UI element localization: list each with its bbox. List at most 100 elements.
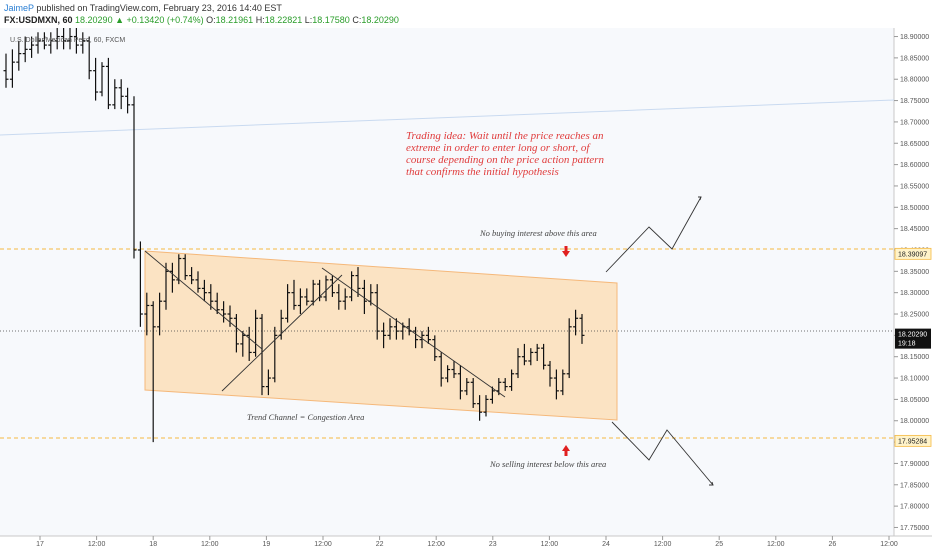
y-tick-label: 18.25000 bbox=[900, 312, 929, 319]
y-tick-label: 17.75000 bbox=[900, 525, 929, 532]
price-label-dark: 19:18 bbox=[895, 337, 931, 349]
price-axis-labels: 18.39097 18.20290 19:18 17.95284 bbox=[894, 247, 932, 447]
ohlc-bar bbox=[3, 53, 9, 88]
close-label: C: bbox=[352, 15, 362, 25]
up-arrow-stem bbox=[564, 450, 568, 456]
trend-channel[interactable] bbox=[144, 250, 618, 421]
ohlc-bar bbox=[547, 360, 553, 387]
trading-idea-line-1: Trading idea: Wait until the price reach… bbox=[406, 130, 604, 142]
ohlc-bar bbox=[259, 314, 265, 396]
trendline-down-1[interactable] bbox=[144, 250, 263, 350]
long-trendline[interactable] bbox=[0, 99, 895, 136]
ohlc-bar bbox=[342, 288, 348, 310]
trading-idea-line-2: extreme in order to enter long or short,… bbox=[406, 142, 591, 154]
ohlc-bar bbox=[374, 284, 380, 340]
price-label-highlight: 18.39097 bbox=[894, 247, 932, 260]
x-tick-label: 24 bbox=[602, 541, 610, 548]
low-value: 18.17580 bbox=[312, 15, 350, 25]
ohlc-bar bbox=[381, 322, 387, 349]
ohlc-bar bbox=[240, 331, 246, 357]
ohlc-bar bbox=[323, 275, 329, 302]
price-chart[interactable]: Trading idea: Wait until the price reach… bbox=[0, 28, 932, 550]
ohlc-bar bbox=[355, 267, 361, 297]
ohlc-bar bbox=[387, 318, 393, 340]
ohlc-bar bbox=[93, 57, 99, 101]
ohlc-bar bbox=[112, 79, 118, 110]
high-label: H: bbox=[255, 15, 265, 25]
down-arrow-icon bbox=[562, 251, 570, 257]
y-tick-label: 18.90000 bbox=[900, 34, 929, 41]
trading-idea-line-3: course depending on the price action pat… bbox=[406, 154, 604, 166]
low-label: L: bbox=[304, 15, 313, 25]
x-tick-label: 12:00 bbox=[314, 541, 332, 548]
ohlc-bar bbox=[61, 28, 67, 50]
publish-line: JaimeP published on TradingView.com, Feb… bbox=[4, 3, 282, 13]
ohlc-bar bbox=[208, 284, 214, 310]
x-tick-label: 19 bbox=[263, 541, 271, 548]
x-tick-label: 22 bbox=[376, 541, 384, 548]
ohlc-bar bbox=[477, 395, 483, 421]
ohlc-bar bbox=[169, 262, 175, 293]
x-tick-label: 25 bbox=[715, 541, 723, 548]
ohlc-bar bbox=[118, 79, 124, 110]
ohlc-bar bbox=[131, 96, 137, 259]
y-tick-label: 18.10000 bbox=[900, 376, 929, 383]
y-tick-label: 18.00000 bbox=[900, 418, 929, 425]
y-tick-label: 18.05000 bbox=[900, 397, 929, 404]
y-tick-label: 18.15000 bbox=[900, 354, 929, 361]
x-tick-label: 23 bbox=[489, 541, 497, 548]
chart-header: JaimeP published on TradingView.com, Feb… bbox=[0, 0, 932, 28]
svg-text:19:18: 19:18 bbox=[898, 341, 916, 348]
y-tick-label: 17.85000 bbox=[900, 482, 929, 489]
y-tick-label: 18.35000 bbox=[900, 269, 929, 276]
author-link[interactable]: JaimeP bbox=[4, 3, 34, 13]
ohlc-bar bbox=[41, 32, 47, 50]
trend-channel-area[interactable] bbox=[144, 250, 618, 421]
ohlc-bar bbox=[182, 254, 188, 280]
ohlc-bar bbox=[86, 36, 92, 80]
ohlc-bar bbox=[48, 32, 54, 54]
ohlc-bar bbox=[189, 267, 195, 285]
ohlc-bar bbox=[489, 386, 495, 404]
ohlc-bar bbox=[221, 301, 227, 323]
x-tick-label: 12:00 bbox=[767, 541, 785, 548]
y-tick-label: 18.60000 bbox=[900, 162, 929, 169]
symbol-label[interactable]: FX:USDMXN, 60 bbox=[4, 15, 73, 25]
trendline-up[interactable] bbox=[221, 274, 343, 392]
y-tick-label: 18.85000 bbox=[900, 55, 929, 62]
ohlc-bar bbox=[432, 335, 438, 361]
ohlc-bar bbox=[451, 360, 457, 379]
x-tick-label: 12:00 bbox=[201, 541, 219, 548]
open-label: O: bbox=[206, 15, 216, 25]
ohlc-bar bbox=[329, 275, 335, 297]
ohlc-bars bbox=[3, 28, 585, 443]
ohlc-bar bbox=[304, 288, 310, 306]
ohlc-bar bbox=[150, 301, 156, 443]
bullish-path-projection[interactable] bbox=[605, 196, 702, 273]
svg-text:17.95284: 17.95284 bbox=[898, 438, 927, 445]
ohlc-bar bbox=[195, 271, 201, 293]
ohlc-bar bbox=[521, 343, 527, 366]
ohlc-bar bbox=[125, 87, 131, 114]
ohlc-bar bbox=[528, 348, 534, 366]
ohlc-bar bbox=[265, 369, 271, 396]
ohlc-bar bbox=[541, 343, 547, 370]
svg-text:18.20290: 18.20290 bbox=[898, 332, 927, 339]
price-axis-ticks: 18.90000 18.85000 18.80000 18.75000 18.70000… bbox=[894, 34, 929, 532]
bearish-path-projection[interactable] bbox=[611, 421, 714, 486]
open-value: 18.21961 bbox=[215, 15, 254, 25]
bearish-arrowhead-icon bbox=[709, 481, 714, 486]
y-tick-label: 18.45000 bbox=[900, 226, 929, 233]
ohlc-bar bbox=[464, 378, 470, 396]
ohlc-bar bbox=[137, 241, 143, 327]
ohlc-bar bbox=[272, 326, 278, 383]
ohlc-bar bbox=[310, 279, 316, 306]
ohlc-bar bbox=[560, 369, 566, 396]
y-tick-label: 18.55000 bbox=[900, 183, 929, 190]
ohlc-bar bbox=[214, 292, 220, 315]
ohlc-bar bbox=[445, 365, 451, 383]
x-tick-label: 18 bbox=[149, 541, 157, 548]
ohlc-bar bbox=[67, 28, 73, 50]
trendline-down-2[interactable] bbox=[321, 267, 506, 398]
ohlc-bar bbox=[201, 279, 207, 302]
